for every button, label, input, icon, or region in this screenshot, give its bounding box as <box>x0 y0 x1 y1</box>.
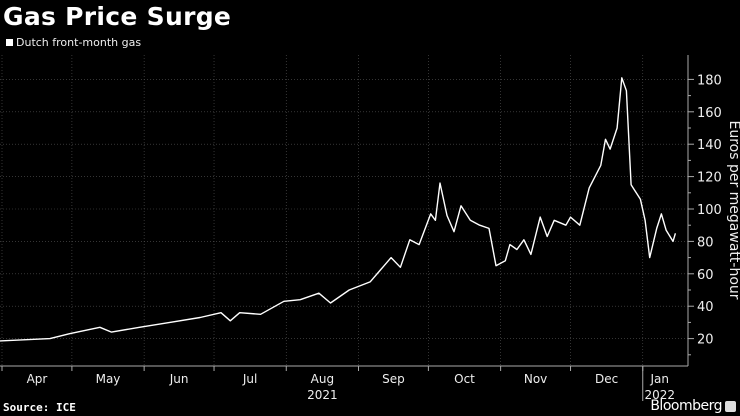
year-label: 2022 <box>644 388 675 402</box>
y-tick-label: 100 <box>697 203 722 218</box>
bloomberg-logo: Bloomberg <box>650 398 722 414</box>
series-line-dutch-gas <box>0 77 677 342</box>
x-tick-label: May <box>96 372 121 386</box>
y-tick-label: 180 <box>697 73 722 88</box>
y-tick-label: 40 <box>697 300 714 315</box>
legend: Dutch front-month gas <box>6 36 141 49</box>
bloomberg-chart-icon <box>725 401 736 412</box>
x-tick-label: Dec <box>595 372 618 386</box>
x-tick-label: Oct <box>454 372 475 386</box>
legend-label: Dutch front-month gas <box>16 36 142 49</box>
year-label: 2021 <box>307 388 338 402</box>
source-note: Source: ICE <box>3 401 76 414</box>
legend-swatch <box>6 39 13 46</box>
x-tick-label: Sep <box>382 372 405 386</box>
y-tick-label: 160 <box>697 106 722 121</box>
x-tick-label: Aug <box>311 372 334 386</box>
x-tick-label: Apr <box>27 372 48 386</box>
y-tick-label: 60 <box>697 268 714 283</box>
y-tick-label: 140 <box>697 138 722 153</box>
x-tick-label: Jul <box>242 372 257 386</box>
y-tick-label: 80 <box>697 235 714 250</box>
x-tick-label: Jan <box>650 372 670 386</box>
y-tick-label: 120 <box>697 171 722 186</box>
x-tick-label: Nov <box>524 372 547 386</box>
y-axis-title: Euros per megawatt-hour <box>726 120 740 299</box>
y-tick-label: 20 <box>697 333 714 348</box>
x-tick-label: Jun <box>169 372 189 386</box>
chart-title: Gas Price Surge <box>3 2 232 31</box>
